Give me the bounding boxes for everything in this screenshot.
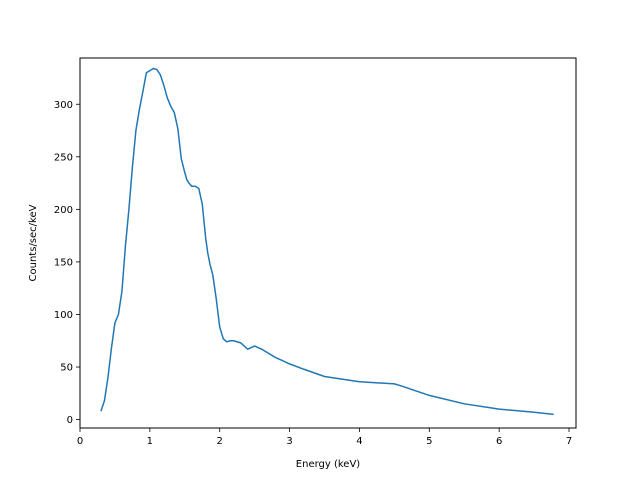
- y-tick-label: 250: [54, 152, 73, 163]
- x-tick-label: 7: [566, 436, 572, 447]
- y-tick-label: 0: [67, 415, 73, 426]
- y-axis-title: Counts/sec/keV: [28, 204, 39, 281]
- x-tick-label: 5: [426, 436, 432, 447]
- x-tick-label: 2: [217, 436, 223, 447]
- x-tick-label: 6: [496, 436, 502, 447]
- plot-layer: [100, 67, 554, 416]
- y-tick-label: 50: [60, 363, 73, 374]
- x-tick-label: 1: [147, 436, 153, 447]
- x-tick-label: 4: [356, 436, 362, 447]
- y-tick-label: 300: [54, 100, 73, 111]
- y-tick-label: 200: [54, 205, 73, 216]
- y-tick-label: 100: [54, 310, 73, 321]
- x-axis-title: Energy (keV): [296, 459, 361, 470]
- y-tick-label: 150: [54, 257, 73, 268]
- x-tick-label: 0: [77, 436, 83, 447]
- ticks-layer: 0 1 2 3 4 5 6 7 0 50 100 150 200 250 300: [54, 100, 572, 447]
- axes-frame: [79, 57, 577, 429]
- series-line-0: [100, 67, 554, 416]
- x-tick-label: 3: [286, 436, 292, 447]
